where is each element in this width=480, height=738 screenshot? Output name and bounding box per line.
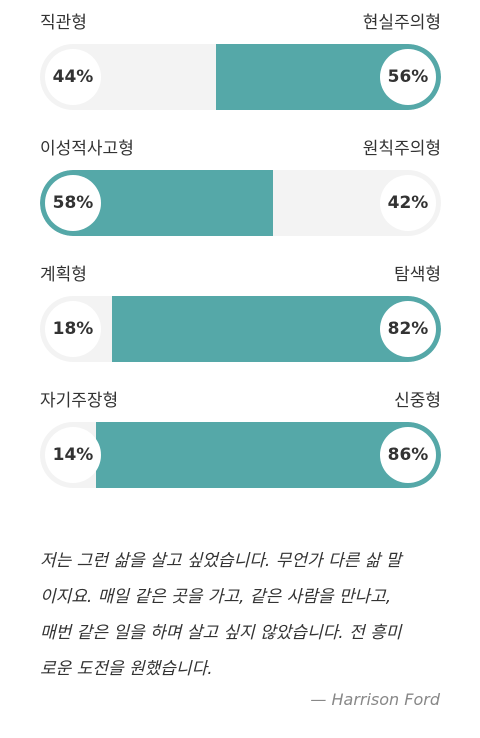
- trait-bar: 14% 86%: [40, 422, 441, 488]
- trait-right-label: 탐색형: [394, 265, 441, 285]
- trait-left-label: 계획형: [40, 265, 87, 285]
- trait-left-percent: 14%: [45, 427, 101, 483]
- trait-right-percent: 82%: [380, 301, 436, 357]
- trait-right-label: 신중형: [394, 391, 441, 411]
- trait-left-label: 직관형: [40, 13, 87, 33]
- quote-line: 매번 같은 일을 하며 살고 싶지 않았습니다. 전 흥미: [40, 623, 402, 643]
- quote-line: 저는 그런 삶을 살고 싶었습니다. 무언가 다른 삶 말: [40, 551, 402, 571]
- trait-left-label: 자기주장형: [40, 391, 119, 411]
- trait-bar: 58% 42%: [40, 170, 441, 236]
- quote-line: 이지요. 매일 같은 곳을 가고, 같은 사람을 만나고,: [40, 587, 392, 607]
- trait-left-percent: 18%: [45, 301, 101, 357]
- trait-row: 자기주장형 신중형 14% 86%: [40, 386, 441, 488]
- trait-right-label: 원칙주의형: [362, 139, 441, 159]
- trait-left-percent: 58%: [45, 175, 101, 231]
- trait-bar: 18% 82%: [40, 296, 441, 362]
- trait-right-percent: 42%: [380, 175, 436, 231]
- trait-left-label: 이성적사고형: [40, 139, 134, 159]
- quote-author: — Harrison Ford: [310, 690, 440, 709]
- trait-row: 직관형 현실주의형 44% 56%: [40, 8, 441, 110]
- trait-row: 이성적사고형 원칙주의형 58% 42%: [40, 134, 441, 236]
- trait-right-percent: 56%: [380, 49, 436, 105]
- trait-left-percent: 44%: [45, 49, 101, 105]
- quote-line: 로운 도전을 원했습니다.: [40, 659, 213, 679]
- trait-bar: 44% 56%: [40, 44, 441, 110]
- trait-right-label: 현실주의형: [362, 13, 441, 33]
- trait-right-percent: 86%: [380, 427, 436, 483]
- trait-row: 계획형 탐색형 18% 82%: [40, 260, 441, 362]
- quote-text: 저는 그런 삶을 살고 싶었습니다. 무언가 다른 삶 말 이지요. 매일 같은…: [40, 543, 450, 687]
